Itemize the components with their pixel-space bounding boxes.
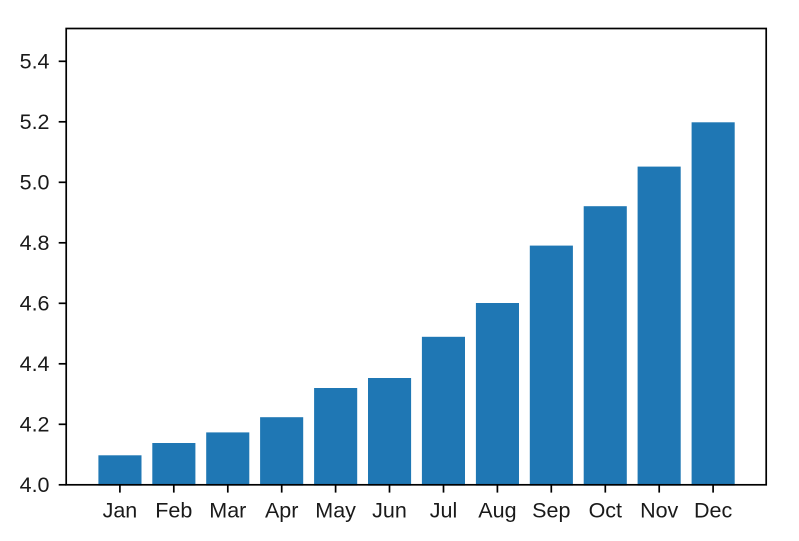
svg-text:4.6: 4.6 <box>20 292 50 316</box>
svg-text:5.0: 5.0 <box>20 171 50 195</box>
svg-text:4.0: 4.0 <box>20 473 50 497</box>
svg-text:Mar: Mar <box>209 498 246 522</box>
svg-text:5.2: 5.2 <box>20 110 50 134</box>
svg-text:4.2: 4.2 <box>20 413 50 437</box>
svg-text:Dec: Dec <box>694 498 732 522</box>
svg-text:Jan: Jan <box>103 498 138 522</box>
svg-text:Nov: Nov <box>640 498 678 522</box>
svg-text:Aug: Aug <box>478 498 516 522</box>
svg-text:5.4: 5.4 <box>20 50 50 74</box>
svg-text:Feb: Feb <box>155 498 192 522</box>
svg-text:Apr: Apr <box>265 498 298 522</box>
svg-text:Jul: Jul <box>430 498 457 522</box>
svg-text:Oct: Oct <box>589 498 622 522</box>
svg-text:Jun: Jun <box>372 498 407 522</box>
svg-text:4.8: 4.8 <box>20 231 50 255</box>
svg-text:Sep: Sep <box>532 498 570 522</box>
svg-text:May: May <box>315 498 356 522</box>
svg-text:4.4: 4.4 <box>20 352 50 376</box>
